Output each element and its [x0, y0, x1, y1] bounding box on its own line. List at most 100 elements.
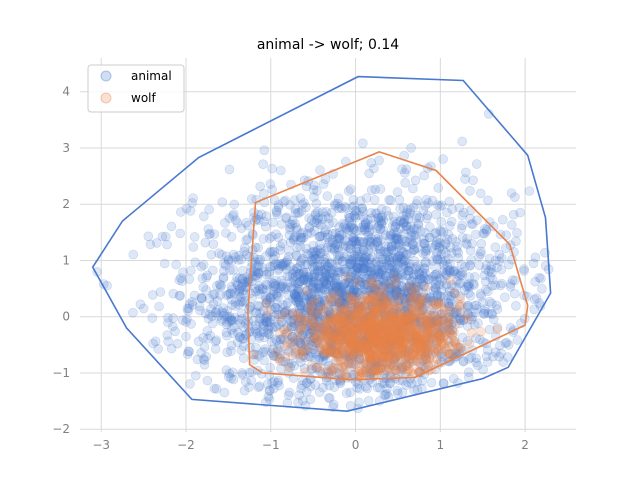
- point-animal: [300, 336, 311, 346]
- point-animal: [398, 218, 409, 228]
- point-wolf: [464, 339, 475, 349]
- point-animal: [265, 298, 275, 308]
- point-animal: [414, 317, 425, 327]
- point-animal: [287, 268, 298, 279]
- point-animal: [391, 365, 401, 375]
- point-animal: [414, 270, 425, 280]
- point-animal: [206, 304, 216, 314]
- point-animal: [511, 300, 521, 311]
- point-animal: [147, 313, 158, 323]
- point-animal: [400, 314, 410, 325]
- point-animal: [400, 261, 411, 272]
- point-animal: [275, 165, 286, 176]
- point-animal: [355, 279, 365, 290]
- point-animal: [328, 330, 339, 341]
- point-animal: [438, 378, 449, 388]
- point-animal: [391, 284, 401, 294]
- point-animal: [176, 273, 186, 283]
- point-animal: [357, 203, 367, 213]
- point-animal: [515, 207, 525, 218]
- point-animal: [135, 299, 146, 310]
- y-tick-label: 4: [62, 85, 70, 99]
- point-wolf: [433, 346, 444, 356]
- point-wolf: [410, 290, 421, 300]
- point-animal: [216, 249, 227, 260]
- point-animal: [160, 231, 171, 242]
- point-animal: [211, 307, 221, 318]
- point-animal: [366, 185, 377, 195]
- point-animal: [437, 347, 447, 358]
- point-animal: [375, 224, 386, 234]
- point-animal: [223, 256, 234, 266]
- point-animal: [335, 308, 346, 319]
- point-animal: [353, 275, 363, 286]
- point-animal: [404, 208, 415, 218]
- point-animal: [381, 280, 392, 291]
- point-animal: [292, 288, 302, 298]
- point-animal: [408, 337, 418, 347]
- point-animal: [187, 296, 197, 307]
- point-animal: [506, 220, 517, 230]
- point-animal: [349, 290, 359, 301]
- point-animal: [361, 365, 372, 375]
- point-wolf: [330, 358, 341, 368]
- point-animal: [324, 380, 335, 391]
- point-animal: [359, 290, 369, 300]
- point-animal: [458, 207, 469, 218]
- point-animal: [501, 337, 512, 348]
- point-animal: [322, 366, 333, 376]
- x-tick-label: −3: [92, 438, 110, 452]
- point-animal: [419, 292, 429, 302]
- point-animal: [329, 382, 340, 392]
- point-animal: [338, 298, 348, 308]
- point-animal: [168, 313, 178, 323]
- point-animal: [254, 333, 265, 343]
- point-animal: [220, 260, 231, 271]
- point-animal: [442, 265, 453, 276]
- point-animal: [383, 211, 394, 221]
- point-animal: [319, 284, 330, 295]
- point-animal: [372, 271, 383, 282]
- point-animal: [457, 210, 468, 221]
- point-wolf: [263, 307, 273, 317]
- point-animal: [419, 170, 430, 181]
- point-animal: [421, 311, 432, 322]
- point-animal: [366, 213, 377, 223]
- point-animal: [271, 207, 282, 218]
- point-animal: [492, 304, 503, 314]
- y-tick-label: 3: [62, 141, 70, 155]
- point-animal: [506, 188, 517, 198]
- point-wolf: [445, 349, 456, 360]
- point-animal: [410, 293, 421, 304]
- point-animal: [335, 310, 346, 321]
- point-wolf: [409, 299, 420, 310]
- point-animal: [389, 307, 400, 318]
- point-animal: [350, 311, 360, 322]
- point-animal: [424, 338, 435, 349]
- point-animal: [422, 245, 432, 255]
- point-animal: [401, 164, 412, 174]
- point-animal: [345, 349, 356, 360]
- point-animal: [237, 368, 247, 378]
- point-animal: [446, 291, 457, 302]
- point-animal: [226, 373, 236, 384]
- point-animal: [313, 346, 324, 357]
- point-animal: [236, 345, 247, 356]
- point-animal: [284, 224, 295, 235]
- point-wolf: [346, 339, 357, 350]
- point-animal: [400, 323, 411, 334]
- point-animal: [356, 301, 367, 312]
- point-animal: [197, 273, 208, 284]
- point-animal: [202, 375, 213, 386]
- point-animal: [271, 351, 282, 362]
- point-animal: [264, 385, 275, 396]
- point-animal: [481, 224, 492, 235]
- point-animal: [293, 269, 304, 279]
- point-animal: [296, 308, 306, 319]
- point-wolf: [352, 277, 363, 287]
- point-animal: [378, 292, 389, 303]
- point-animal: [342, 314, 353, 325]
- point-animal: [358, 266, 368, 277]
- point-animal: [294, 327, 304, 338]
- point-animal: [344, 284, 355, 295]
